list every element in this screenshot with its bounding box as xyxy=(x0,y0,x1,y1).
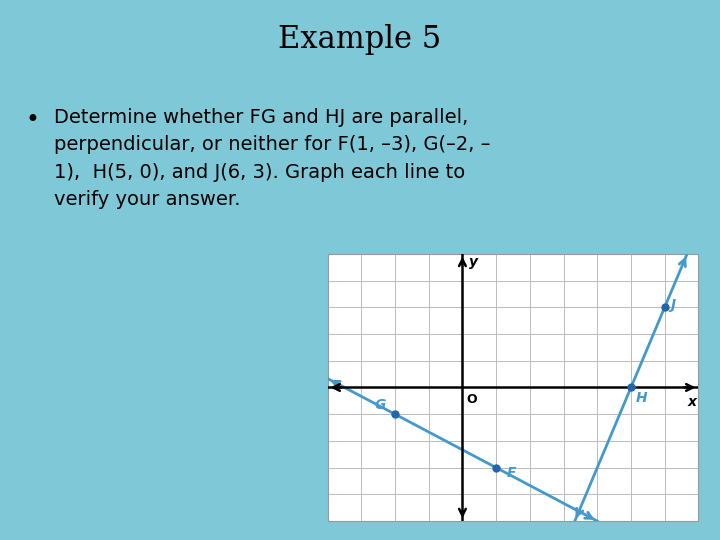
Text: x: x xyxy=(688,395,697,409)
Text: y: y xyxy=(469,255,477,269)
Text: F: F xyxy=(506,466,516,480)
Text: J: J xyxy=(671,298,676,312)
Text: Determine whether FG and HJ are parallel,
perpendicular, or neither for F(1, –3): Determine whether FG and HJ are parallel… xyxy=(54,108,490,209)
Text: Example 5: Example 5 xyxy=(279,24,441,55)
Text: H: H xyxy=(636,390,648,404)
Text: G: G xyxy=(375,398,386,412)
Text: O: O xyxy=(467,393,477,406)
Text: •: • xyxy=(25,108,39,132)
